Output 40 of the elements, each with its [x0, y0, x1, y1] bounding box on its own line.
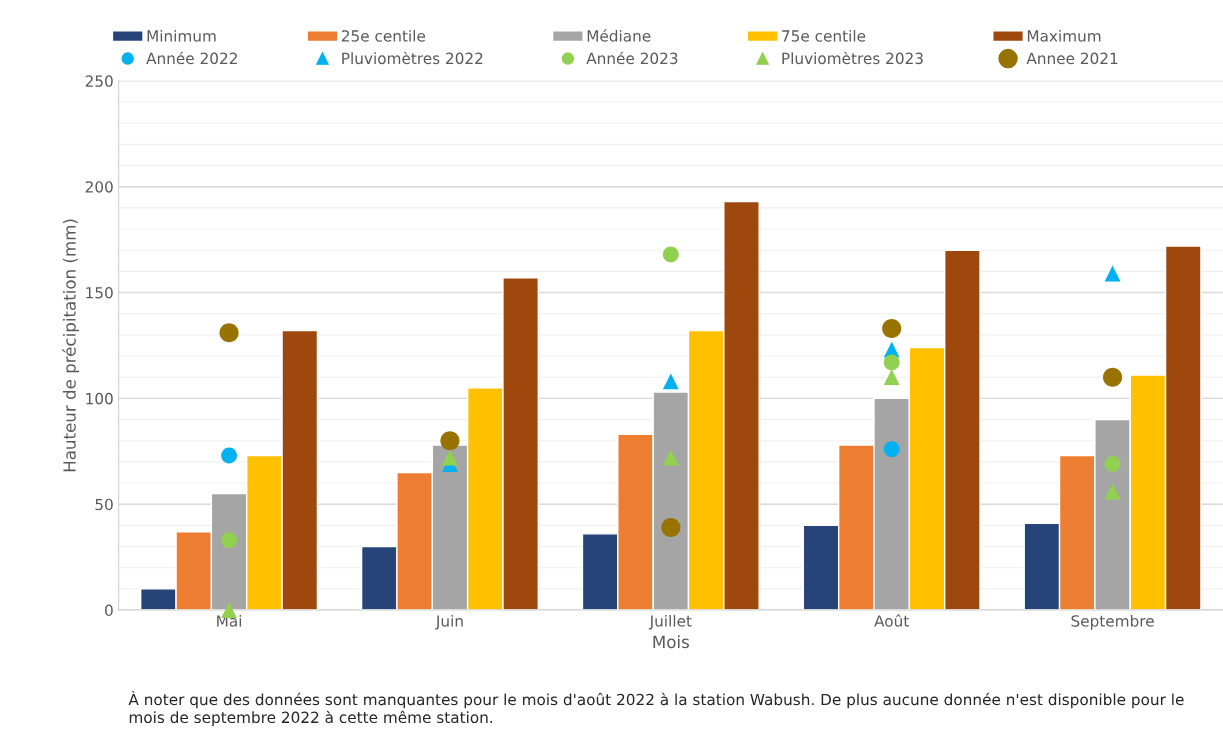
- legend-label: Maximum: [1027, 29, 1101, 42]
- legend-label: 75e centile: [782, 29, 866, 42]
- point: [883, 354, 900, 371]
- point: [221, 532, 237, 549]
- y-tick-label: 0: [105, 604, 113, 617]
- legend-label: 25e centile: [341, 29, 426, 42]
- legend-label: Pluviomètres 2023: [782, 51, 923, 65]
- point: [662, 373, 679, 390]
- point: [1104, 265, 1121, 282]
- y-tick-label: 200: [85, 181, 113, 193]
- legend-label: Médiane: [587, 29, 651, 42]
- y-tick-label: 50: [95, 498, 113, 511]
- x-tick-label: Juin: [435, 614, 463, 630]
- point: [442, 449, 458, 466]
- x-tick-label: Juillet: [648, 614, 692, 630]
- x-tick-label: Septembre: [1071, 614, 1154, 630]
- legend-label: Année 2022: [146, 51, 237, 65]
- y-tick-label: 100: [86, 392, 113, 405]
- point: [1104, 483, 1121, 500]
- point: [662, 449, 679, 466]
- legend-label: Pluviomètres 2022: [342, 51, 483, 65]
- x-axis-title: Mois: [653, 635, 689, 649]
- point: [219, 323, 239, 343]
- point: [883, 369, 900, 386]
- point: [883, 441, 900, 458]
- point: [882, 318, 902, 339]
- point: [1104, 456, 1121, 472]
- y-tick-label: 150: [86, 287, 113, 299]
- text: À noter que des données sont manquantes pour le mois d'août 2022 à la station Wabush. De plus aucune donnée n'est disponible pour le mois de septembre 2022 à cette même station.: [128, 690, 1184, 727]
- point: [440, 431, 460, 451]
- legend-label: Année 2023: [586, 51, 678, 65]
- legend-label: Minimum: [147, 29, 216, 42]
- y-axis-title: Hauteur de précipitation (mm): [62, 219, 80, 472]
- y-tick-label: 250: [85, 75, 113, 87]
- point: [221, 447, 237, 464]
- x-tick-label: Août: [874, 614, 909, 627]
- point: [662, 246, 679, 263]
- legend-label: Annee 2021: [1026, 52, 1118, 65]
- point: [1102, 367, 1123, 387]
- point: [661, 517, 681, 538]
